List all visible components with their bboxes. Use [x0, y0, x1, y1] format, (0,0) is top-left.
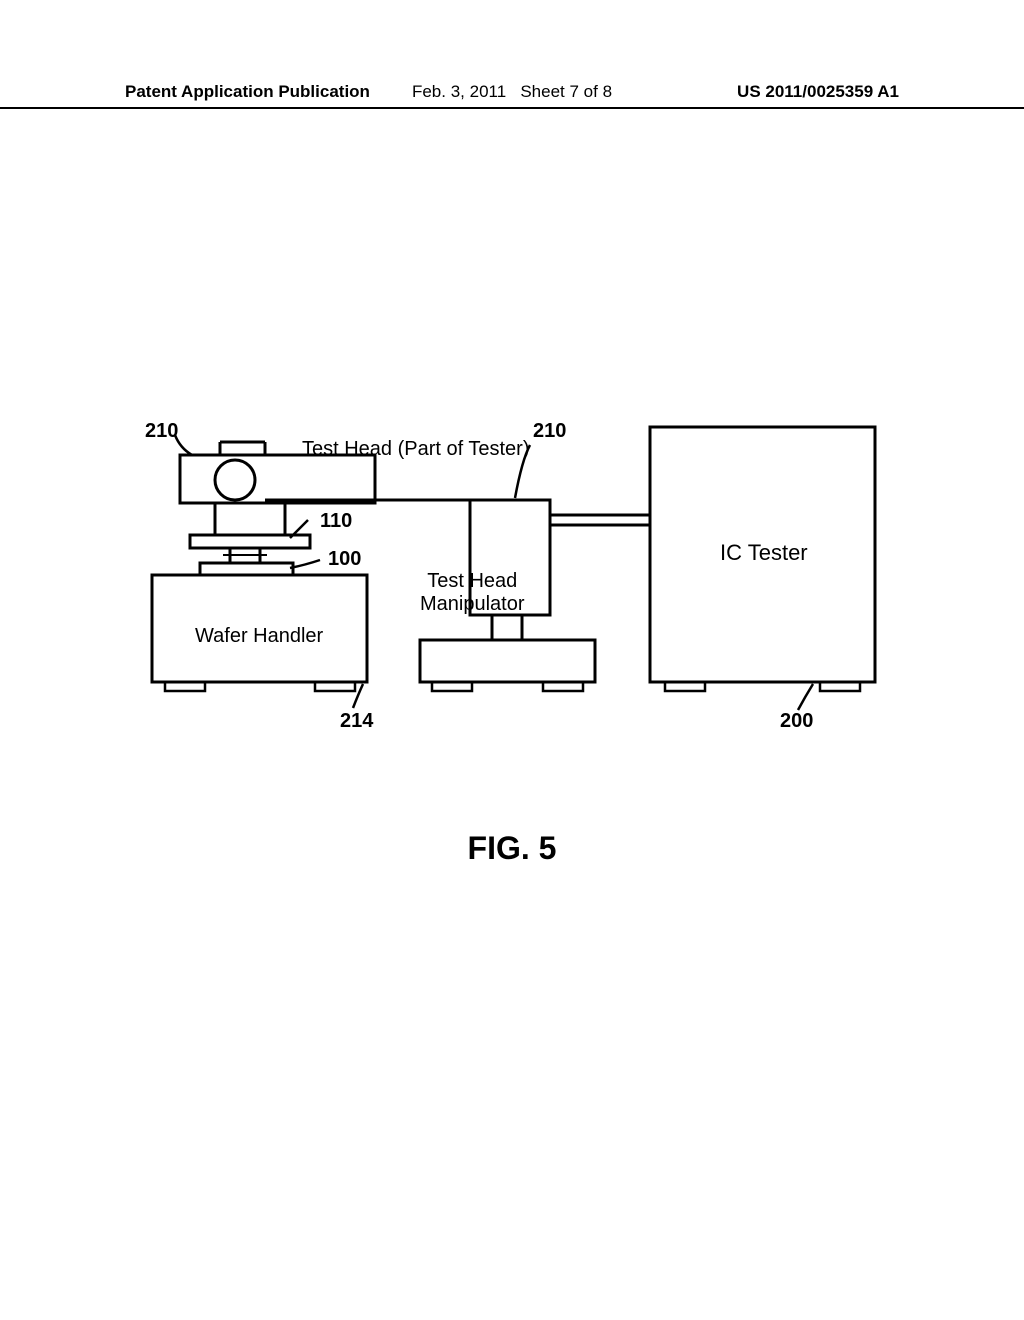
- label-test-head: Test Head (Part of Tester): [302, 438, 530, 461]
- figure-caption: FIG. 5: [0, 830, 1024, 867]
- header-mid: Feb. 3, 2011 Sheet 7 of 8: [412, 82, 612, 102]
- label-test-head-manipulator: Test Head Manipulator: [420, 570, 525, 616]
- ref-210-left: 210: [145, 420, 178, 443]
- header-left: Patent Application Publication: [125, 82, 370, 102]
- ref-200: 200: [780, 710, 813, 733]
- header-right: US 2011/0025359 A1: [737, 82, 899, 102]
- ref-214: 214: [340, 710, 373, 733]
- test-head-port-icon: [215, 460, 255, 500]
- ref-110: 110: [320, 510, 352, 533]
- label-ic-tester: IC Tester: [720, 540, 808, 566]
- ref-210-right: 210: [533, 420, 566, 443]
- chuck-100: [200, 563, 293, 575]
- test-head-box: [180, 455, 375, 503]
- ref-100: 100: [328, 548, 361, 571]
- header-rule: [0, 107, 1024, 109]
- label-wafer-handler: Wafer Handler: [195, 625, 323, 648]
- manipulator-base: [420, 640, 595, 682]
- page-header: Patent Application Publication Feb. 3, 2…: [0, 82, 1024, 102]
